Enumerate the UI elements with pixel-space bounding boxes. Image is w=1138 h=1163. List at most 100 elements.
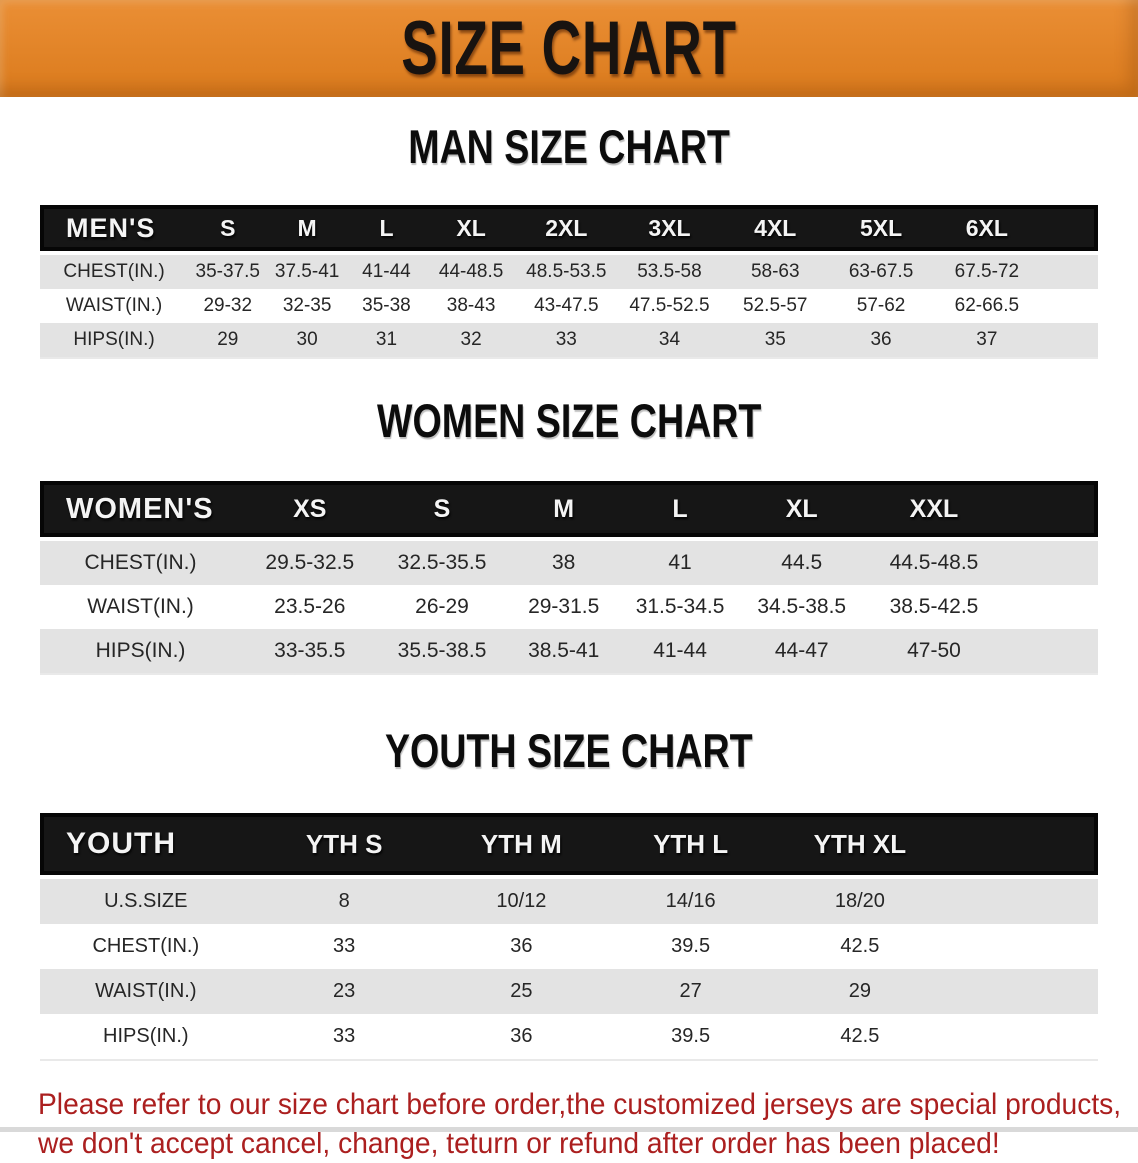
cell: 35-37.5: [188, 251, 268, 289]
table-row: CHEST(IN.) 35-37.5 37.5-41 41-44 44-48.5 48.5…: [40, 251, 1098, 289]
row-spacer: [1002, 537, 1098, 585]
cell: 41: [621, 537, 739, 585]
column-header: M: [267, 205, 347, 251]
column-header: 4XL: [722, 205, 829, 251]
cell: 34.5-38.5: [738, 585, 866, 629]
cell: 42.5: [775, 924, 945, 969]
table-row: U.S.SIZE 8 10/12 14/16 18/20: [40, 875, 1098, 924]
size-chart-sections: MAN SIZE CHART MEN'S S M L XL 2XL 3XL 4XL 5XL 6XL C…: [0, 121, 1138, 1061]
cell: 18/20: [775, 875, 945, 924]
column-header: S: [378, 481, 506, 537]
cell: 41-44: [621, 629, 739, 675]
bottom-edge-strip: [0, 1127, 1138, 1132]
disclaimer: Please refer to our size chart before or…: [38, 1085, 1122, 1163]
cell: 34: [616, 323, 723, 359]
row-spacer: [944, 1014, 1098, 1061]
cell: 35-38: [346, 289, 427, 323]
cell: 26-29: [378, 585, 506, 629]
cell: 39.5: [606, 924, 776, 969]
cell: 32: [426, 323, 517, 359]
cell: 67.5-72: [933, 251, 1040, 289]
disclaimer-line1: Please refer to our size chart before or…: [38, 1088, 1122, 1121]
cell: 38-43: [426, 289, 517, 323]
cell: 37.5-41: [267, 251, 347, 289]
column-header: L: [346, 205, 427, 251]
column-header: YTH XL: [775, 813, 945, 875]
cell: 37: [933, 323, 1040, 359]
cell: 39.5: [606, 1014, 776, 1061]
cell: 29-32: [188, 289, 268, 323]
table-row: HIPS(IN.) 33-35.5 35.5-38.5 38.5-41 41-44 44-…: [40, 629, 1098, 675]
section-heading-text: WOMEN SIZE CHART: [376, 394, 762, 447]
header-spacer: [1039, 205, 1098, 251]
column-header: 6XL: [933, 205, 1040, 251]
row-label: WAIST(IN.): [40, 585, 242, 629]
table-row: CHEST(IN.) 29.5-32.5 32.5-35.5 38 41 44.5 44.5…: [40, 537, 1098, 585]
size-table-youth: YOUTH YTH S YTH M YTH L YTH XL U.S.SIZE 8 10/12…: [40, 813, 1098, 1061]
cell: 58-63: [722, 251, 829, 289]
cell: 38: [505, 537, 622, 585]
row-label: CHEST(IN.): [40, 251, 189, 289]
row-spacer: [944, 924, 1098, 969]
section-heading-women: WOMEN SIZE CHART: [0, 395, 1138, 459]
banner-title: SIZE CHART: [401, 6, 737, 91]
row-label: HIPS(IN.): [40, 323, 189, 359]
cell: 35: [722, 323, 829, 359]
cell: 10/12: [436, 875, 606, 924]
column-header: XL: [426, 205, 517, 251]
cell: 53.5-58: [616, 251, 723, 289]
cell: 30: [267, 323, 347, 359]
cell: 36: [828, 323, 934, 359]
cell: 29: [775, 969, 945, 1014]
cell: 33: [251, 924, 437, 969]
column-header: 3XL: [616, 205, 723, 251]
cell: 29-31.5: [505, 585, 622, 629]
cell: 44-47: [738, 629, 866, 675]
table-group-label: YOUTH: [40, 813, 252, 875]
row-spacer: [1002, 585, 1098, 629]
header-row: YOUTH YTH S YTH M YTH L YTH XL: [40, 813, 1098, 875]
row-label: CHEST(IN.): [40, 924, 252, 969]
cell: 27: [606, 969, 776, 1014]
cell: 29.5-32.5: [241, 537, 379, 585]
cell: 33: [516, 323, 617, 359]
cell: 31: [346, 323, 427, 359]
header-row: MEN'S S M L XL 2XL 3XL 4XL 5XL 6XL: [40, 205, 1098, 251]
table-group-label: WOMEN'S: [40, 481, 242, 537]
cell: 48.5-53.5: [516, 251, 617, 289]
table-wrap-women: WOMEN'S XS S M L XL XXL CHEST(IN.) 29.5-32.5 32.5…: [40, 481, 1098, 675]
column-header: XXL: [865, 481, 1003, 537]
cell: 38.5-41: [505, 629, 622, 675]
cell: 8: [251, 875, 437, 924]
column-header: L: [621, 481, 739, 537]
cell: 44-48.5: [426, 251, 517, 289]
cell: 47-50: [865, 629, 1003, 675]
cell: 14/16: [606, 875, 776, 924]
section-heading-text: YOUTH SIZE CHART: [385, 724, 753, 777]
table-row: WAIST(IN.) 29-32 32-35 35-38 38-43 43-47.5 47.…: [40, 289, 1098, 323]
cell: 44.5: [738, 537, 866, 585]
size-table-women: WOMEN'S XS S M L XL XXL CHEST(IN.) 29.5-32.5 32.5…: [40, 481, 1098, 675]
row-label: WAIST(IN.): [40, 289, 189, 323]
table-group-label: MEN'S: [40, 205, 189, 251]
section-men: MAN SIZE CHART MEN'S S M L XL 2XL 3XL 4XL 5XL 6XL C…: [0, 121, 1138, 359]
cell: 33: [251, 1014, 437, 1061]
cell: 31.5-34.5: [621, 585, 739, 629]
cell: 42.5: [775, 1014, 945, 1061]
table-row: CHEST(IN.) 33 36 39.5 42.5: [40, 924, 1098, 969]
row-spacer: [1039, 251, 1098, 289]
cell: 57-62: [828, 289, 934, 323]
section-heading-youth: YOUTH SIZE CHART: [0, 725, 1138, 789]
row-spacer: [1039, 323, 1098, 359]
section-women: WOMEN SIZE CHART WOMEN'S XS S M L XL XXL CHEST(I…: [0, 395, 1138, 675]
column-header: XL: [738, 481, 866, 537]
row-spacer: [944, 875, 1098, 924]
cell: 41-44: [346, 251, 427, 289]
cell: 23.5-26: [241, 585, 379, 629]
column-header: YTH L: [606, 813, 776, 875]
cell: 36: [436, 924, 606, 969]
row-label: U.S.SIZE: [40, 875, 252, 924]
column-header: 5XL: [828, 205, 934, 251]
table-wrap-youth: YOUTH YTH S YTH M YTH L YTH XL U.S.SIZE 8 10/12…: [40, 813, 1098, 1061]
cell: 23: [251, 969, 437, 1014]
